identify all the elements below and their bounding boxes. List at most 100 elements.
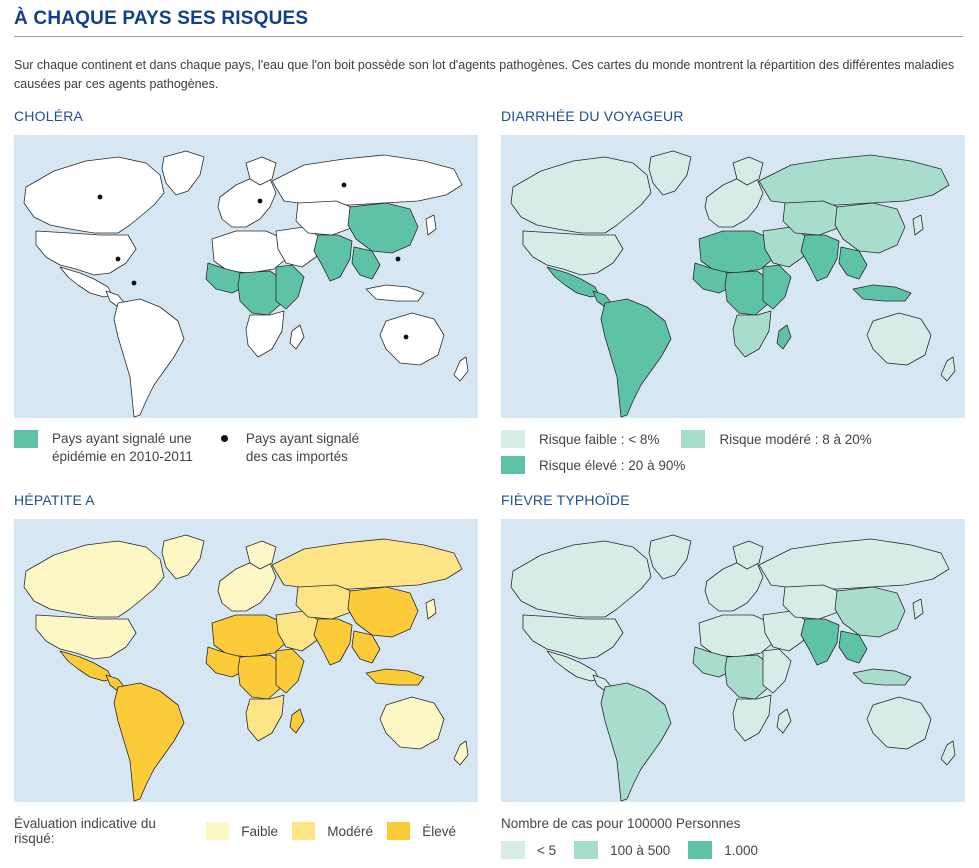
imported-case-dot: [115, 256, 121, 262]
region-greenland: [161, 150, 205, 196]
legend-low: < 5: [537, 842, 557, 858]
typhoide-panel: FIÈVRE TYPHOÏDE Nombre de cas pour 10000…: [501, 492, 965, 867]
region-southas: [313, 618, 353, 666]
legend-low: Risque faible : < 8%: [539, 431, 660, 447]
region-canada: [23, 540, 165, 618]
region-scandinavia: [245, 540, 277, 570]
region-southas: [800, 234, 840, 282]
region-australia: [379, 696, 445, 750]
region-southas: [313, 234, 353, 282]
region-usa: [35, 614, 137, 660]
region-japan: [425, 598, 437, 620]
region-nz: [453, 356, 469, 382]
typhoide-map: [501, 519, 965, 802]
region-wafrica: [692, 646, 732, 678]
region-eafrica: [275, 264, 305, 310]
region-australia: [379, 312, 445, 366]
region-greenland: [648, 534, 692, 580]
legend-moderate: Risque modéré : 8 à 20%: [719, 431, 872, 447]
region-europe: [217, 560, 277, 612]
region-canada: [510, 156, 652, 234]
region-madagascar: [289, 708, 305, 734]
region-nz: [940, 740, 956, 766]
region-southam: [600, 298, 672, 418]
legend-prefix: Évaluation indicative du risqué:: [14, 816, 156, 846]
region-southam: [113, 682, 185, 802]
region-seasia: [351, 246, 381, 280]
region-nafrica: [211, 230, 287, 274]
region-europe: [704, 176, 764, 228]
imported-case-dot: [395, 256, 401, 262]
region-safrica: [732, 310, 772, 358]
imported-case-dot: [257, 198, 263, 204]
region-japan: [912, 214, 924, 236]
region-china: [834, 202, 906, 254]
region-madagascar: [776, 324, 792, 350]
swatch-low: [501, 430, 525, 448]
region-indonesia: [365, 668, 425, 686]
region-seasia: [838, 246, 868, 280]
region-scandinavia: [732, 540, 764, 570]
swatch-moderate: [574, 841, 599, 859]
region-madagascar: [776, 708, 792, 734]
region-centralas: [295, 200, 357, 236]
region-russia: [271, 538, 463, 590]
region-madagascar: [289, 324, 305, 350]
region-southam: [113, 298, 185, 418]
region-russia: [758, 154, 950, 206]
legend-modere: Modéré: [327, 823, 374, 839]
region-wafrica: [205, 646, 245, 678]
region-seasia: [351, 630, 381, 664]
region-nz: [940, 356, 956, 382]
region-greenland: [161, 534, 205, 580]
diarrhee-legend: Risque faible : < 8% Risque modéré : 8 à…: [501, 430, 965, 474]
cholera-title: CHOLÉRA: [14, 108, 84, 124]
region-indonesia: [852, 284, 912, 302]
page-title: À CHAQUE PAYS SES RISQUES: [14, 8, 309, 29]
region-japan: [912, 598, 924, 620]
cholera-panel: CHOLÉRA Pays ayant signalé une épidémie …: [14, 108, 478, 474]
region-australia: [866, 312, 932, 366]
region-russia: [271, 154, 463, 206]
region-china: [834, 586, 906, 638]
cholera-world-svg: [23, 150, 469, 418]
intro-text: Sur chaque continent et dans chaque pays…: [14, 58, 955, 91]
region-indonesia: [852, 668, 912, 686]
region-russia: [758, 538, 950, 590]
region-centralas: [782, 584, 844, 620]
imported-case-dot: [131, 280, 137, 286]
swatch-faible: [206, 822, 230, 840]
typhoide-title: FIÈVRE TYPHOÏDE: [501, 492, 630, 508]
diarrhee-panel: DIARRHÉE DU VOYAGEUR Risque faible : < 8…: [501, 108, 965, 482]
hepatite-legend: Évaluation indicative du risqué: Faible …: [14, 816, 478, 846]
swatch-modere: [292, 822, 316, 840]
swatch-epidemic: [14, 430, 38, 448]
region-seasia: [838, 630, 868, 664]
legend-high: Risque élevé : 20 à 90%: [539, 457, 686, 473]
region-indonesia: [365, 284, 425, 302]
region-nz: [453, 740, 469, 766]
hepatite-panel: HÉPATITE A Évaluation indicative du risq…: [14, 492, 478, 854]
swatch-eleve: [387, 822, 411, 840]
legend-caption: Nombre de cas pour 100000 Personnes: [501, 816, 741, 831]
imported-dot-icon: [220, 435, 228, 442]
region-japan: [425, 214, 437, 236]
hepatite-map: [14, 519, 478, 802]
region-safrica: [732, 694, 772, 742]
region-eafrica: [762, 648, 792, 694]
region-china: [347, 202, 419, 254]
region-usa: [35, 230, 137, 276]
hepatite-title: HÉPATITE A: [14, 492, 95, 508]
imported-case-dot: [403, 334, 409, 340]
title-divider: [14, 36, 963, 37]
region-nafrica: [211, 614, 287, 658]
swatch-low: [501, 841, 525, 859]
region-canada: [510, 540, 652, 618]
region-europe: [704, 560, 764, 612]
region-usa: [522, 230, 624, 276]
legend-faible: Faible: [241, 823, 279, 839]
legend-high: 1.000: [724, 842, 759, 858]
imported-case-dot: [341, 182, 347, 188]
region-nafrica: [698, 614, 774, 658]
region-southam: [600, 682, 672, 802]
